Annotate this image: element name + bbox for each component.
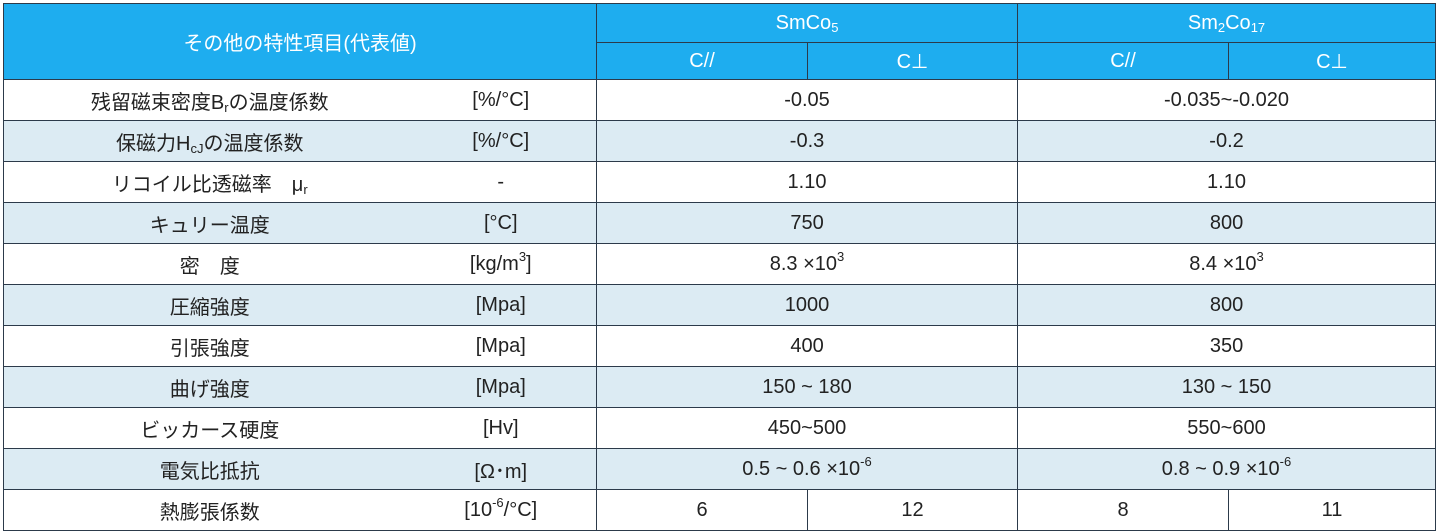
table-row: 密 度 [kg/m3] 8.3 ×103 8.4 ×103 (3, 243, 1437, 285)
smco5-c-parallel-header: C// (596, 42, 809, 80)
table-row: 保磁力HcJの温度係数 [%/°C] -0.3 -0.2 (3, 120, 1437, 162)
table-row: 残留磁束密度Brの温度係数 [%/°C] -0.05 -0.035~-0.020 (3, 79, 1437, 121)
property-name: 密 度 (3, 243, 406, 285)
property-name: 熱膨張係数 (3, 489, 406, 531)
property-name: 曲げ強度 (3, 366, 406, 408)
property-name: リコイル比透磁率 μr (3, 161, 406, 203)
smco5-value: 450~500 (596, 407, 1019, 449)
property-unit: [Mpa] (405, 325, 598, 367)
sm2co17-value: 130 ~ 150 (1017, 366, 1437, 408)
table-row: 熱膨張係数 [10-6/°C] 6 12 8 11 (3, 489, 1437, 531)
sm2co17-value: 8.4 ×103 (1017, 243, 1437, 285)
direction-header-row: C// C⊥ C// C⊥ (4, 42, 1437, 80)
property-unit: [Mpa] (405, 366, 598, 408)
sm2co17-value: 550~600 (1017, 407, 1437, 449)
table-row: ビッカース硬度 [Hv] 450~500 550~600 (3, 407, 1437, 449)
sm2co17-value: 0.8 ~ 0.9 ×10-6 (1017, 448, 1437, 490)
property-name: 引張強度 (3, 325, 406, 367)
sm2co17-c-parallel-header: C// (1017, 42, 1230, 80)
property-unit: - (405, 161, 598, 203)
property-unit: [10-6/°C] (405, 489, 598, 531)
smco5-value: 150 ~ 180 (596, 366, 1019, 408)
smco5-c-perp-header: C⊥ (807, 42, 1019, 80)
property-unit: [Mpa] (405, 284, 598, 326)
smco5-value: -0.05 (596, 79, 1019, 121)
property-unit: [%/°C] (405, 79, 598, 121)
property-unit: [Ω･m] (405, 448, 598, 490)
sm2co17-c-parallel-value: 8 (1017, 489, 1230, 531)
smco5-value: -0.3 (596, 120, 1019, 162)
table-title: その他の特性項目(代表値) (2, 3, 598, 80)
property-name: ビッカース硬度 (3, 407, 406, 449)
smco5-value: 400 (596, 325, 1019, 367)
sm2co17-value: -0.2 (1017, 120, 1437, 162)
property-unit: [°C] (405, 202, 598, 244)
property-name: キュリー温度 (3, 202, 406, 244)
property-name: 圧縮強度 (3, 284, 406, 326)
smco5-c-perp-value: 12 (807, 489, 1019, 531)
table-row: 電気比抵抗 [Ω･m] 0.5 ~ 0.6 ×10-6 0.8 ~ 0.9 ×1… (3, 448, 1437, 490)
header-row: その他の特性項目(代表値) SmCo5 Sm2Co17 (2, 3, 1437, 80)
smco5-value: 1.10 (596, 161, 1019, 203)
sm2co17-value: -0.035~-0.020 (1017, 79, 1437, 121)
table-row: 圧縮強度 [Mpa] 1000 800 (3, 284, 1437, 326)
table-row: リコイル比透磁率 μr - 1.10 1.10 (3, 161, 1437, 203)
smco5-value: 1000 (596, 284, 1019, 326)
properties-table: その他の特性項目(代表値) SmCo5 Sm2Co17 C// C⊥ C// C… (2, 3, 1437, 531)
smco5-c-parallel-value: 6 (596, 489, 809, 531)
sm2co17-value: 800 (1017, 284, 1437, 326)
smco5-value: 0.5 ~ 0.6 ×10-6 (596, 448, 1019, 490)
table-row: 引張強度 [Mpa] 400 350 (3, 325, 1437, 367)
property-unit: [%/°C] (405, 120, 598, 162)
property-name: 保磁力HcJの温度係数 (3, 120, 406, 162)
table-row: 曲げ強度 [Mpa] 150 ~ 180 130 ~ 150 (3, 366, 1437, 408)
property-unit: [Hv] (405, 407, 598, 449)
smco5-value: 750 (596, 202, 1019, 244)
property-name: 残留磁束密度Brの温度係数 (3, 79, 406, 121)
smco5-value: 8.3 ×103 (596, 243, 1019, 285)
property-unit: [kg/m3] (405, 243, 598, 285)
sm2co17-value: 800 (1017, 202, 1437, 244)
material-smco5-header: SmCo5 (596, 3, 1019, 43)
property-name: 電気比抵抗 (3, 448, 406, 490)
material-sm2co17-header: Sm2Co17 (1017, 3, 1437, 43)
sm2co17-value: 350 (1017, 325, 1437, 367)
table-row: キュリー温度 [°C] 750 800 (3, 202, 1437, 244)
sm2co17-c-perp-header: C⊥ (1228, 42, 1437, 80)
sm2co17-c-perp-value: 11 (1228, 489, 1437, 531)
sm2co17-value: 1.10 (1017, 161, 1437, 203)
